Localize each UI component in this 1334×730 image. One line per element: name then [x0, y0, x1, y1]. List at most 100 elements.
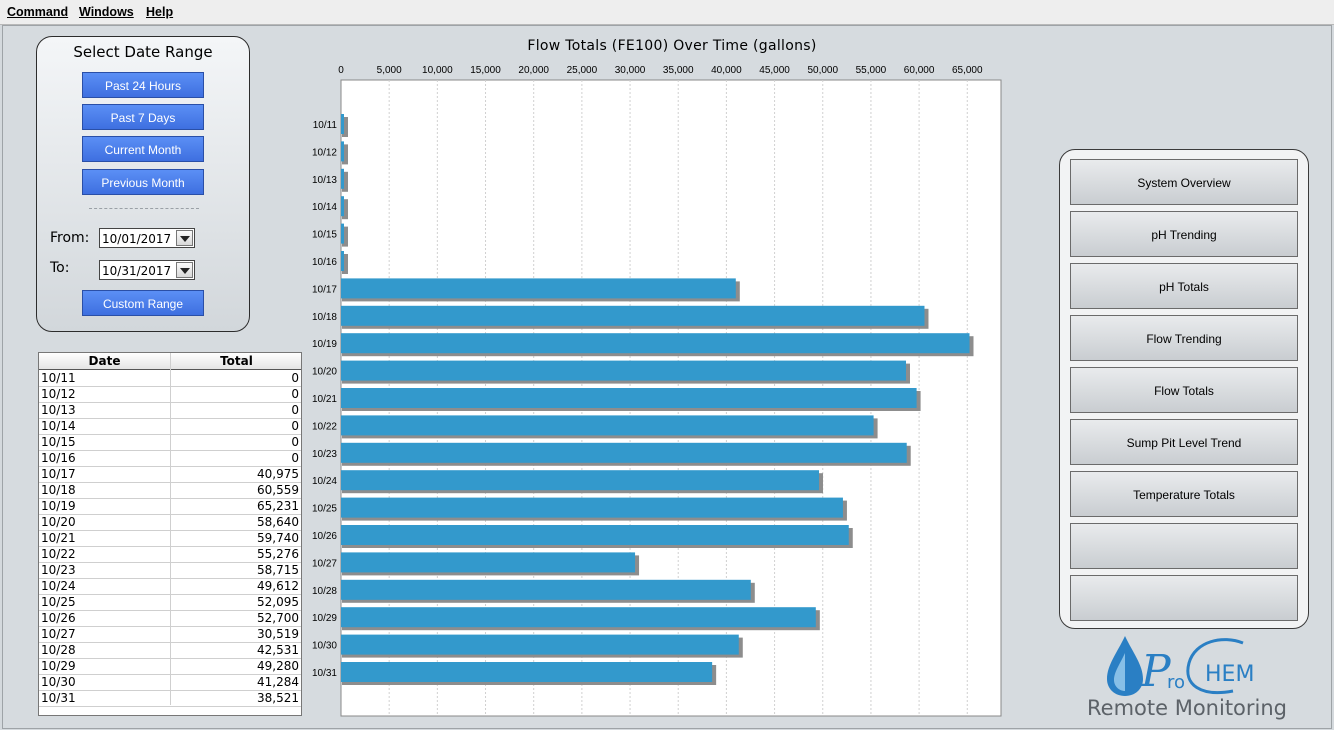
table-row[interactable]: 10/14 0: [39, 418, 301, 435]
row-total: 49,280: [257, 659, 299, 673]
chevron-down-icon[interactable]: [176, 230, 193, 246]
table-row[interactable]: 10/31 38,521: [39, 690, 301, 707]
row-date: 10/14: [41, 419, 76, 433]
x-tick-label: 10,000: [422, 65, 453, 76]
bar-shadow: [342, 171, 348, 192]
bar: [341, 525, 849, 545]
row-total: 40,975: [257, 467, 299, 481]
prochem-logo: P ro HEM: [1107, 636, 1254, 697]
y-tick-label: 10/15: [312, 230, 337, 241]
y-tick-label: 10/17: [312, 284, 337, 295]
y-tick-label: 10/13: [312, 175, 337, 186]
table-row[interactable]: 10/16 0: [39, 450, 301, 467]
table-row[interactable]: 10/19 65,231: [39, 498, 301, 515]
x-tick-label: 30,000: [615, 65, 646, 76]
y-tick-label: 10/22: [312, 421, 337, 432]
row-total: 38,521: [257, 691, 299, 705]
x-tick-label: 50,000: [807, 65, 838, 76]
from-label: From:: [50, 230, 90, 246]
to-date-field[interactable]: 10/31/2017: [99, 260, 195, 280]
bar: [341, 278, 736, 299]
table-row[interactable]: 10/22 55,276: [39, 546, 301, 563]
custom-range-button[interactable]: Custom Range: [82, 290, 204, 316]
logo-mark-hem: HEM: [1205, 662, 1254, 687]
row-date: 10/26: [41, 611, 76, 625]
table-row[interactable]: 10/24 49,612: [39, 578, 301, 595]
bar: [341, 168, 344, 189]
row-total: 0: [291, 387, 299, 401]
nav-flow-trending-button[interactable]: Flow Trending: [1070, 315, 1298, 361]
nav-ph-trending-button[interactable]: pH Trending: [1070, 211, 1298, 257]
total-column-header[interactable]: Total: [170, 354, 302, 368]
navigation-panel: System Overview pH Trending pH Totals Flow …: [1059, 149, 1309, 629]
table-row[interactable]: 10/13 0: [39, 402, 301, 419]
nav-blank-8-button[interactable]: [1070, 523, 1298, 569]
nav-blank-9-button[interactable]: [1070, 575, 1298, 621]
row-date: 10/13: [41, 403, 76, 417]
x-tick-label: 15,000: [470, 65, 501, 76]
x-tick-label: 40,000: [711, 65, 742, 76]
row-total: 0: [291, 419, 299, 433]
row-date: 10/24: [41, 579, 76, 593]
menu-bar: Command Windows Help: [0, 0, 1334, 25]
table-row[interactable]: 10/29 49,280: [39, 658, 301, 675]
table-row[interactable]: 10/11 0: [39, 370, 301, 387]
nav-flow-totals-button[interactable]: Flow Totals: [1070, 367, 1298, 413]
past-7-days-button[interactable]: Past 7 Days: [82, 104, 204, 130]
to-date-value: 10/31/2017: [102, 264, 172, 278]
table-row[interactable]: 10/30 41,284: [39, 674, 301, 691]
logo-mark-p: P: [1140, 646, 1172, 697]
table-row[interactable]: 10/20 58,640: [39, 514, 301, 531]
bar-shadow: [342, 199, 348, 220]
x-tick-label: 25,000: [567, 65, 598, 76]
table-row[interactable]: 10/12 0: [39, 386, 301, 403]
table-row[interactable]: 10/21 59,740: [39, 530, 301, 547]
menu-command[interactable]: Command: [7, 5, 69, 19]
table-row[interactable]: 10/17 40,975: [39, 466, 301, 483]
table-row[interactable]: 10/18 60,559: [39, 482, 301, 499]
x-tick-label: 45,000: [759, 65, 790, 76]
table-row[interactable]: 10/28 42,531: [39, 642, 301, 659]
row-date: 10/27: [41, 627, 76, 641]
y-tick-label: 10/18: [312, 312, 337, 323]
from-date-value: 10/01/2017: [102, 232, 172, 246]
y-tick-label: 10/27: [312, 558, 337, 569]
nav-ph-totals-button[interactable]: pH Totals: [1070, 263, 1298, 309]
current-month-button[interactable]: Current Month: [82, 136, 204, 162]
row-total: 52,700: [257, 611, 299, 625]
table-row[interactable]: 10/25 52,095: [39, 594, 301, 611]
menu-help[interactable]: Help: [146, 5, 174, 19]
from-date-field[interactable]: 10/01/2017: [99, 228, 195, 248]
previous-month-button[interactable]: Previous Month: [82, 169, 204, 195]
menu-windows[interactable]: Windows: [79, 5, 134, 19]
y-tick-label: 10/20: [312, 367, 337, 378]
y-tick-label: 10/29: [312, 613, 337, 624]
y-tick-label: 10/24: [312, 476, 337, 487]
table-row[interactable]: 10/23 58,715: [39, 562, 301, 579]
past-24-hours-button[interactable]: Past 24 Hours: [82, 72, 204, 98]
bar: [341, 305, 925, 326]
bar-shadow: [342, 226, 348, 247]
row-total: 58,640: [257, 515, 299, 529]
x-tick-label: 55,000: [856, 65, 887, 76]
row-date: 10/21: [41, 531, 76, 545]
x-tick-label: 65,000: [952, 65, 983, 76]
bar: [341, 442, 907, 463]
nav-system-overview-button[interactable]: System Overview: [1070, 159, 1298, 205]
row-date: 10/29: [41, 659, 76, 673]
table-row[interactable]: 10/27 30,519: [39, 626, 301, 643]
y-tick-label: 10/26: [312, 531, 337, 542]
nav-temperature-totals-button[interactable]: Temperature Totals: [1070, 471, 1298, 517]
row-date: 10/31: [41, 691, 76, 705]
date-column-header[interactable]: Date: [88, 354, 121, 368]
row-total: 65,231: [257, 499, 299, 513]
bar-shadow: [342, 254, 348, 274]
chevron-down-icon[interactable]: [176, 262, 193, 278]
row-total: 49,612: [257, 579, 299, 593]
row-date: 10/30: [41, 675, 76, 689]
table-row[interactable]: 10/15 0: [39, 434, 301, 451]
row-total: 0: [291, 403, 299, 417]
remote-monitoring-text: Remote Monitoring: [1087, 696, 1288, 720]
table-row[interactable]: 10/26 52,700: [39, 610, 301, 627]
nav-sump-pit-level-trend-button[interactable]: Sump Pit Level Trend: [1070, 419, 1298, 465]
